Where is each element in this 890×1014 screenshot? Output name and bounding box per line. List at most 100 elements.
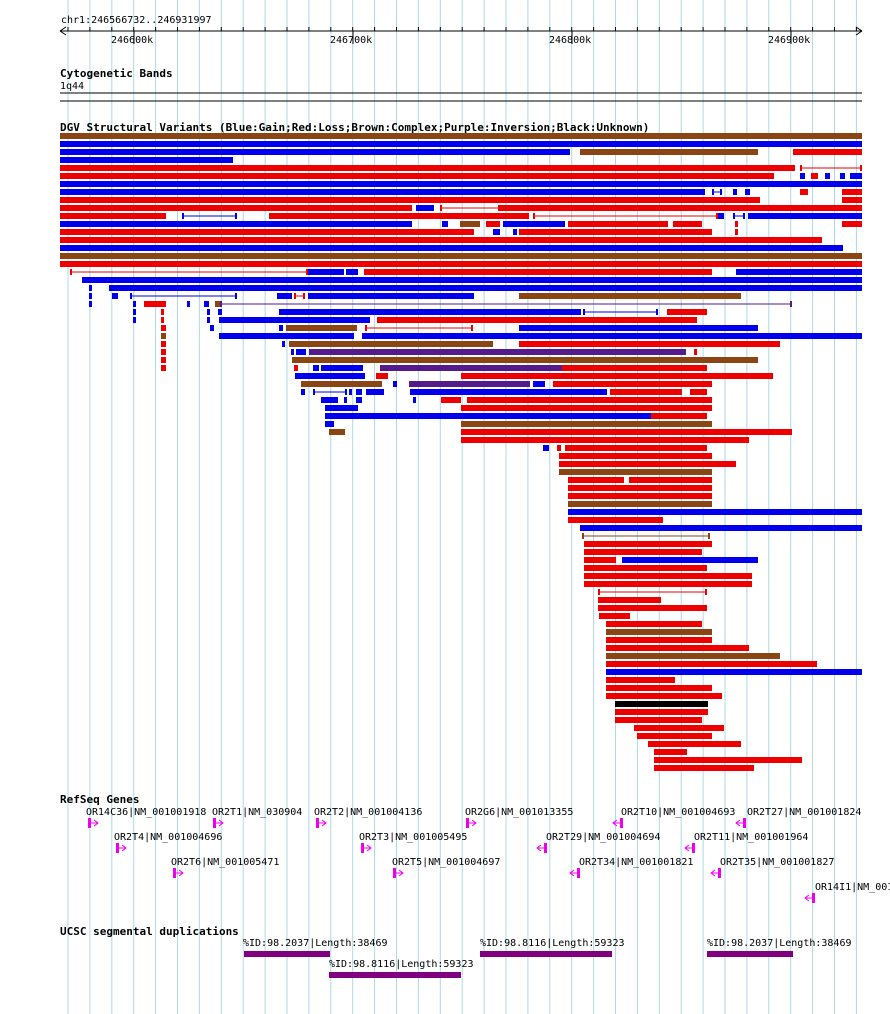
dgv-variant[interactable] bbox=[377, 317, 697, 323]
dgv-variant[interactable] bbox=[292, 357, 758, 363]
dgv-variant[interactable] bbox=[840, 173, 845, 179]
gene-label[interactable]: OR2T29|NM_001004694 bbox=[546, 832, 661, 843]
dgv-variant[interactable] bbox=[519, 325, 758, 331]
dgv-variant[interactable] bbox=[513, 229, 517, 235]
gene-label[interactable]: OR2T34|NM_001001821 bbox=[579, 857, 694, 868]
gene-glyph[interactable] bbox=[88, 818, 99, 828]
dgv-variant[interactable] bbox=[133, 301, 136, 307]
dgv-variant[interactable] bbox=[364, 269, 712, 275]
dgv-variant[interactable] bbox=[559, 461, 736, 467]
dgv-variant[interactable] bbox=[413, 397, 416, 403]
dgv-variant[interactable] bbox=[362, 333, 862, 339]
dgv-variant[interactable] bbox=[599, 613, 630, 619]
dgv-variant[interactable] bbox=[60, 261, 862, 267]
dgv-variant[interactable] bbox=[130, 293, 237, 299]
dgv-variant[interactable] bbox=[161, 349, 166, 355]
gene-glyph[interactable] bbox=[735, 818, 746, 828]
dgv-variant[interactable] bbox=[187, 301, 190, 307]
gene-label[interactable]: OR2T5|NM_001004697 bbox=[392, 857, 501, 868]
gene-label[interactable]: OR2T1|NM_030904 bbox=[212, 807, 303, 818]
dgv-variant[interactable] bbox=[60, 165, 795, 171]
dgv-variant[interactable] bbox=[325, 405, 358, 411]
dgv-variant[interactable] bbox=[60, 213, 166, 219]
gene-glyph[interactable] bbox=[710, 868, 721, 878]
segdup-block[interactable] bbox=[480, 951, 612, 957]
dgv-variant[interactable] bbox=[291, 349, 294, 355]
dgv-variant[interactable] bbox=[584, 573, 752, 579]
gene-glyph[interactable] bbox=[213, 818, 224, 828]
dgv-variant[interactable] bbox=[606, 677, 675, 683]
dgv-variant[interactable] bbox=[519, 229, 712, 235]
dgv-variant[interactable] bbox=[344, 397, 347, 403]
dgv-variant[interactable] bbox=[294, 293, 305, 299]
dgv-variant[interactable] bbox=[800, 173, 805, 179]
dgv-variant[interactable] bbox=[606, 621, 702, 627]
dgv-variant[interactable] bbox=[519, 341, 780, 347]
dgv-variant[interactable] bbox=[467, 397, 712, 403]
dgv-variant[interactable] bbox=[793, 149, 862, 155]
base-position-ruler[interactable] bbox=[59, 26, 863, 44]
gene-label[interactable]: OR2T4|NM_001004696 bbox=[114, 832, 223, 843]
dgv-variant[interactable] bbox=[277, 293, 292, 299]
dgv-variant[interactable] bbox=[606, 629, 712, 635]
dgv-variant[interactable] bbox=[736, 269, 862, 275]
dgv-variant[interactable] bbox=[533, 381, 545, 387]
gene-glyph[interactable] bbox=[612, 818, 623, 828]
gene-glyph[interactable] bbox=[393, 868, 404, 878]
dgv-variant[interactable] bbox=[349, 389, 352, 395]
dgv-variant[interactable] bbox=[622, 557, 758, 563]
cytoband-ideogram[interactable] bbox=[60, 92, 862, 102]
dgv-variant[interactable] bbox=[325, 413, 651, 419]
gene-glyph[interactable] bbox=[684, 843, 695, 853]
dgv-variant[interactable] bbox=[568, 485, 712, 491]
dgv-variant[interactable] bbox=[366, 389, 384, 395]
dgv-variant[interactable] bbox=[60, 157, 233, 163]
dgv-variant[interactable] bbox=[441, 397, 461, 403]
gene-label[interactable]: OR2T10|NM_001004693 bbox=[621, 807, 736, 818]
dgv-variant[interactable] bbox=[559, 469, 712, 475]
refseq-genes-track[interactable] bbox=[88, 818, 815, 903]
dgv-variant[interactable] bbox=[598, 589, 707, 595]
dgv-variant[interactable] bbox=[615, 701, 708, 707]
dgv-variant[interactable] bbox=[346, 269, 358, 275]
dgv-variant[interactable] bbox=[440, 205, 500, 211]
dgv-variant[interactable] bbox=[393, 381, 397, 387]
dgv-variant[interactable] bbox=[144, 301, 166, 307]
dgv-variant[interactable] bbox=[313, 389, 347, 395]
dgv-variant[interactable] bbox=[582, 533, 710, 539]
dgv-variant[interactable] bbox=[842, 189, 862, 195]
dgv-variant[interactable] bbox=[733, 213, 745, 219]
dgv-variant[interactable] bbox=[70, 269, 308, 275]
dgv-variant[interactable] bbox=[461, 373, 773, 379]
dgv-variant[interactable] bbox=[568, 493, 712, 499]
dgv-variant[interactable] bbox=[568, 509, 862, 515]
dgv-variant[interactable] bbox=[161, 333, 166, 339]
dgv-variant[interactable] bbox=[60, 141, 862, 147]
gene-label[interactable]: OR2T11|NM_001001964 bbox=[694, 832, 809, 843]
dgv-variant[interactable] bbox=[615, 709, 708, 715]
dgv-variant[interactable] bbox=[60, 197, 760, 203]
dgv-variant[interactable] bbox=[553, 381, 712, 387]
dgv-variant[interactable] bbox=[648, 741, 741, 747]
dgv-variant[interactable] bbox=[825, 173, 830, 179]
segdup-track-title[interactable]: UCSC segmental duplications bbox=[60, 925, 239, 938]
dgv-variant[interactable] bbox=[800, 189, 808, 195]
gene-label[interactable]: OR2G6|NM_001013355 bbox=[465, 807, 574, 818]
dgv-variant[interactable] bbox=[89, 293, 92, 299]
dgv-variant[interactable] bbox=[60, 149, 570, 155]
dgv-variant[interactable] bbox=[629, 477, 712, 483]
dgv-variant[interactable] bbox=[329, 429, 345, 435]
dgv-variant[interactable] bbox=[356, 389, 362, 395]
dgv-variant[interactable] bbox=[356, 397, 362, 403]
dgv-track-title[interactable]: DGV Structural Variants (Blue:Gain;Red:L… bbox=[60, 121, 650, 134]
segdup-label[interactable]: %ID:98.8116|Length:59323 bbox=[329, 959, 474, 970]
dgv-variant[interactable] bbox=[60, 245, 843, 251]
gene-label[interactable]: OR2T2|NM_001004136 bbox=[314, 807, 423, 818]
segdup-block[interactable] bbox=[329, 972, 461, 978]
segdup-label[interactable]: %ID:98.2037|Length:38469 bbox=[707, 938, 852, 949]
gene-label[interactable]: OR14C36|NM_001001918 bbox=[86, 807, 207, 818]
dgv-variant[interactable] bbox=[486, 221, 500, 227]
dgv-variant[interactable] bbox=[325, 421, 334, 427]
dgv-variant[interactable] bbox=[673, 221, 702, 227]
dgv-variant[interactable] bbox=[210, 325, 214, 331]
